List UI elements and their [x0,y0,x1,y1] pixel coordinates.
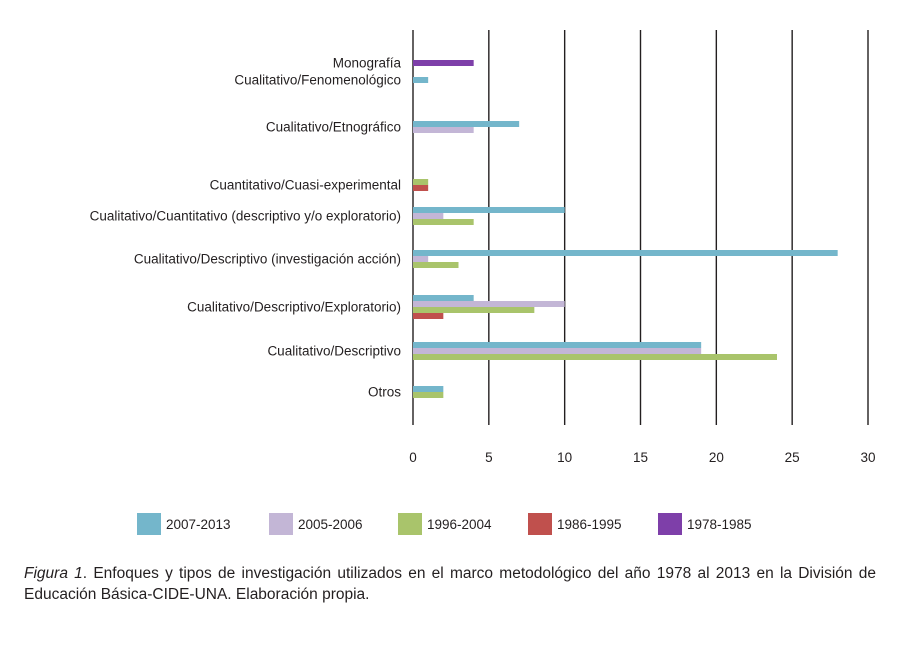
category-labels: Monografía Cualitativo/Fenomenológico Cual… [90,56,402,400]
category-label: Cualitativo/Descriptivo [267,344,401,359]
legend-swatch [269,513,293,535]
category-label: Otros [368,385,401,400]
bar-2005-2006 [413,256,429,262]
legend-swatch [658,513,682,535]
category-label: Cualitativo/Descriptivo/Exploratorio) [187,300,401,315]
category-label: Cualitativo/Etnográfico [266,120,401,135]
bar-2007-2013 [413,386,444,392]
bar-1986-1995 [413,185,429,191]
category-label: Cualitativo/Fenomenológico [234,73,401,88]
gridlines [412,30,869,425]
bar-2007-2013 [413,121,520,127]
category-label: Monografía [333,56,402,71]
bar-2007-2013 [413,207,565,213]
bar-chart: Monografía Cualitativo/Fenomenológico Cual… [90,30,876,535]
figure-caption: Figura 1. Enfoques y tipos de investigac… [24,563,876,605]
x-tick-label: 30 [860,450,875,465]
bar-2007-2013 [413,342,702,348]
category-label: Cualitativo/Descriptivo (investigación a… [134,252,401,267]
legend: 2007-2013 2005-2006 1996-2004 1986-1995 1978… [137,513,752,535]
bar-2005-2006 [413,127,474,133]
bar-1996-2004 [413,307,535,313]
bar-2005-2006 [413,301,565,307]
bar-2007-2013 [413,250,838,256]
legend-label: 1978-1985 [687,517,752,532]
figure-label: Figura 1 [24,565,83,582]
legend-label: 2007-2013 [166,517,231,532]
x-tick-label: 10 [557,450,572,465]
x-tick-label: 0 [409,450,417,465]
bar-2005-2006 [413,348,702,354]
caption-text: . Enfoques y tipos de investigación util… [24,565,876,603]
category-label: Cuantitativo/Cuasi-experimental [210,178,401,193]
bar-2005-2006 [413,213,444,219]
bar-1996-2004 [413,354,777,360]
x-tick-label: 5 [485,450,493,465]
x-axis-tick-labels: 0 5 10 15 20 25 30 [409,450,875,465]
bar-1978-1985 [413,60,474,66]
x-tick-label: 20 [709,450,724,465]
category-label: Cualitativo/Cuantitativo (descriptivo y/… [90,209,401,224]
legend-swatch [137,513,161,535]
legend-swatch [398,513,422,535]
bar-2007-2013 [413,295,474,301]
x-tick-label: 25 [785,450,800,465]
bar-1996-2004 [413,262,459,268]
legend-swatch [528,513,552,535]
legend-label: 1986-1995 [557,517,622,532]
bars [413,60,838,398]
legend-label: 1996-2004 [427,517,492,532]
bar-1996-2004 [413,392,444,398]
bar-1996-2004 [413,219,474,225]
bar-2007-2013 [413,77,429,83]
bar-1996-2004 [413,179,429,185]
bar-1986-1995 [413,313,444,319]
legend-label: 2005-2006 [298,517,363,532]
x-tick-label: 15 [633,450,648,465]
